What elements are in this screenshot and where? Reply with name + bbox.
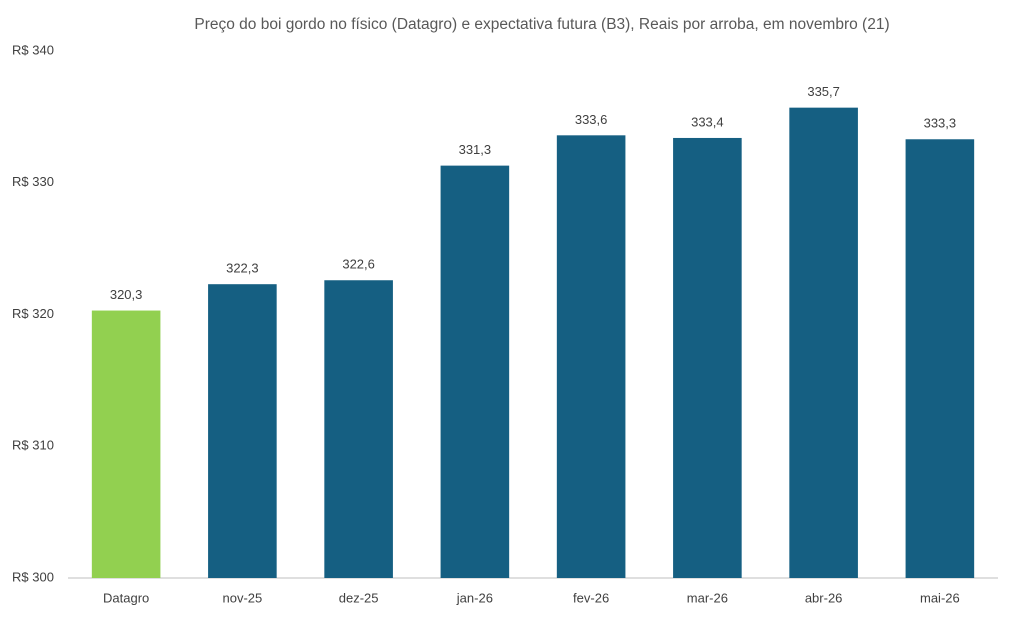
data-label: 333,6	[575, 112, 608, 127]
x-tick-label: nov-25	[223, 590, 263, 605]
data-label: 320,3	[110, 287, 143, 302]
bar	[556, 135, 626, 578]
bar	[673, 137, 742, 578]
y-tick-label: R$ 340	[12, 42, 54, 57]
bar	[789, 107, 858, 578]
x-tick-label: Datagro	[103, 590, 149, 605]
bar	[440, 165, 510, 578]
x-tick-label: mai-26	[920, 590, 960, 605]
bar	[324, 280, 393, 578]
x-tick-label: jan-26	[456, 590, 493, 605]
y-tick-label: R$ 330	[12, 174, 54, 189]
bar	[905, 139, 975, 578]
bar	[91, 310, 161, 578]
x-tick-label: mar-26	[687, 590, 728, 605]
x-tick-label: dez-25	[339, 590, 379, 605]
data-label: 322,6	[342, 257, 375, 272]
data-label: 333,3	[924, 116, 957, 131]
chart-title: Preço do boi gordo no físico (Datagro) e…	[194, 16, 889, 33]
y-tick-label: R$ 300	[12, 569, 54, 584]
data-label: 335,7	[807, 84, 840, 99]
data-label: 322,3	[226, 261, 259, 276]
y-tick-label: R$ 310	[12, 438, 54, 453]
y-tick-label: R$ 320	[12, 306, 54, 321]
data-label: 331,3	[459, 142, 492, 157]
x-tick-label: fev-26	[573, 590, 609, 605]
data-label: 333,4	[691, 114, 724, 129]
bar	[208, 284, 277, 578]
x-tick-label: abr-26	[805, 590, 843, 605]
